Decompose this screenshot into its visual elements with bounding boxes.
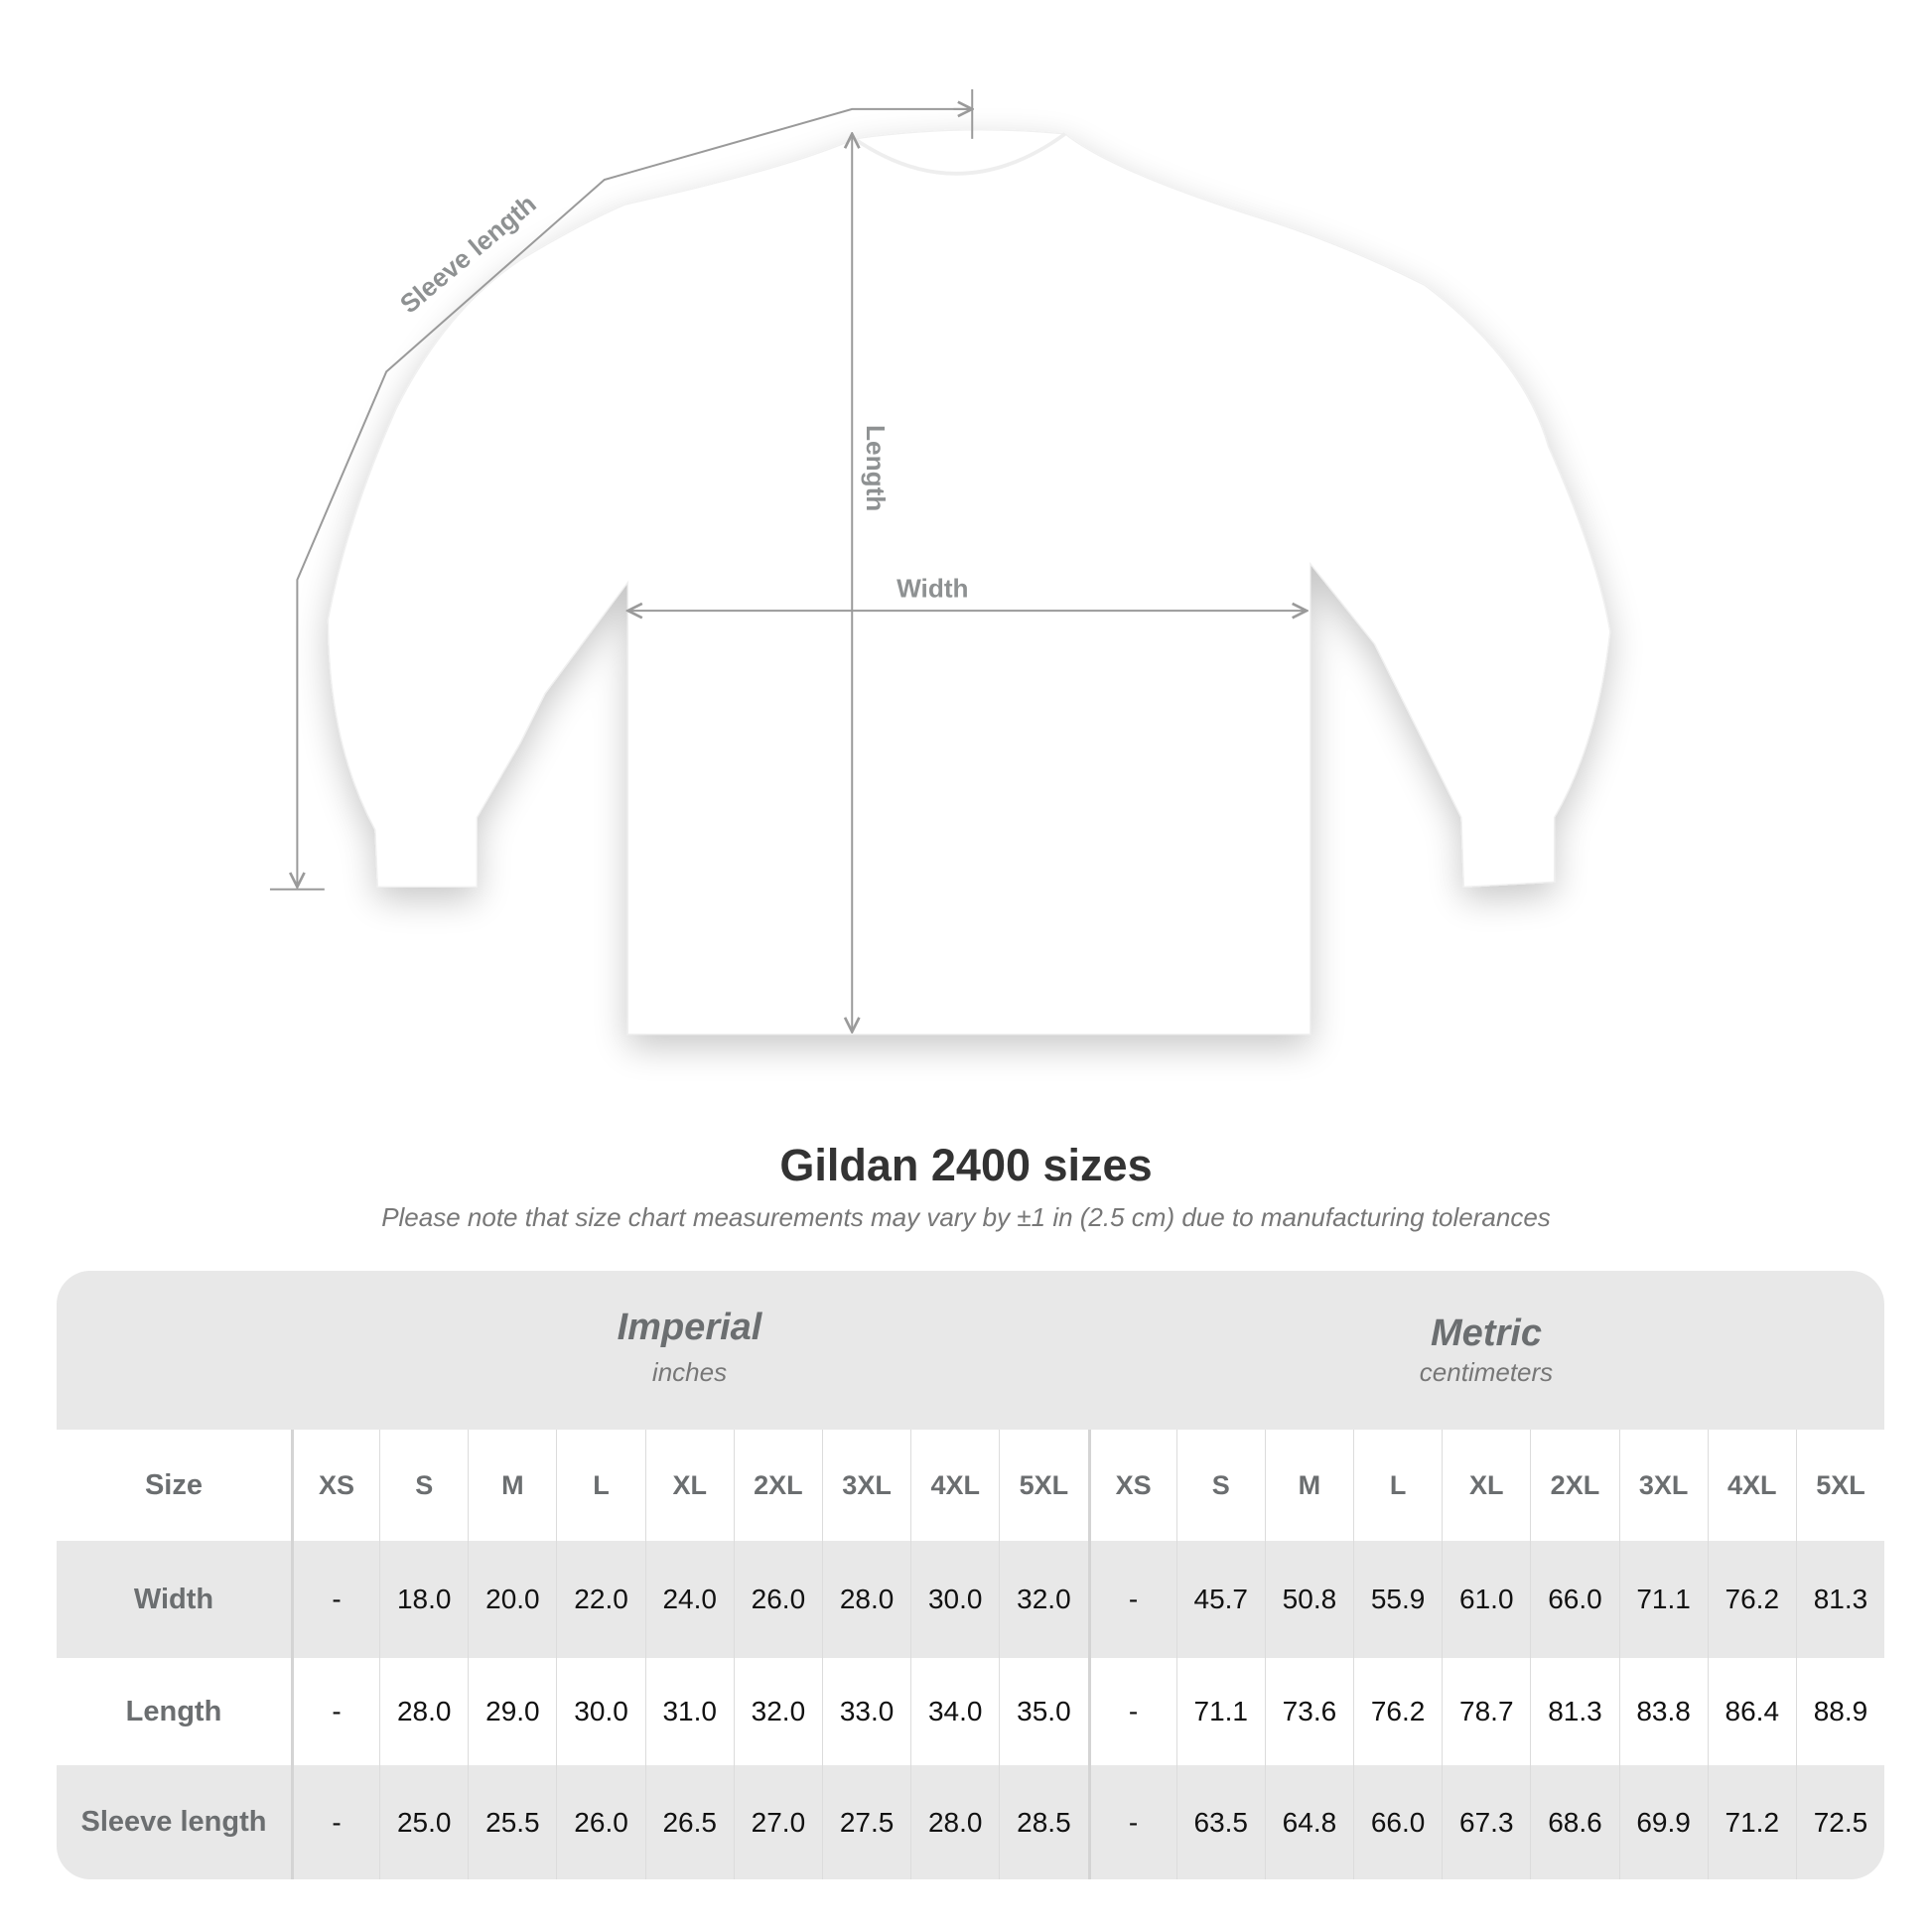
metric-cell: 86.4 [1707, 1658, 1796, 1765]
row-label: Size [144, 1468, 203, 1501]
imperial-cell: S [379, 1430, 468, 1541]
imperial-cell: 30.0 [556, 1658, 644, 1765]
imperial-cell: 26.0 [556, 1765, 644, 1879]
imperial-cell: 28.5 [999, 1765, 1087, 1879]
metric-cell: - [1087, 1658, 1176, 1765]
metric-cell: 81.3 [1795, 1541, 1884, 1658]
imperial-cell: 30.0 [910, 1541, 999, 1658]
metric-cell: XS [1087, 1430, 1176, 1541]
metric-cell: 72.5 [1795, 1765, 1884, 1879]
imperial-cell: - [290, 1658, 379, 1765]
imperial-cell: 25.0 [379, 1765, 468, 1879]
row-label: Length [125, 1695, 222, 1727]
imperial-cell: XS [290, 1430, 379, 1541]
metric-cell: 55.9 [1353, 1541, 1442, 1658]
metric-cell: S [1175, 1430, 1265, 1541]
imperial-cell: 32.0 [999, 1541, 1087, 1658]
metric-cell: 45.7 [1175, 1541, 1265, 1658]
imperial-cell: 3XL [821, 1430, 910, 1541]
metric-cell: 88.9 [1795, 1658, 1884, 1765]
metric-cell: 83.8 [1618, 1658, 1708, 1765]
imperial-cell: 33.0 [821, 1658, 910, 1765]
metric-cell: 50.8 [1264, 1541, 1353, 1658]
imperial-cell: 22.0 [556, 1541, 644, 1658]
imperial-cell: 27.0 [733, 1765, 822, 1879]
metric-cell: 81.3 [1530, 1658, 1618, 1765]
metric-cell: 71.2 [1707, 1765, 1796, 1879]
metric-cell: 68.6 [1530, 1765, 1618, 1879]
metric-cell: 4XL [1707, 1430, 1796, 1541]
sleeve-measure-line [269, 88, 972, 891]
table-row: Length -28.0 29.0 30.0 31.0 32.0 33.0 34.0 35.0-… [57, 1658, 1884, 1765]
metric-unit: centimeters [1419, 1357, 1554, 1387]
imperial-cell: 26.0 [733, 1541, 822, 1658]
imperial-cell: 18.0 [379, 1541, 468, 1658]
metric-cell: 67.3 [1442, 1765, 1530, 1879]
shirt-diagram: Sleeve length Length Width [269, 88, 1611, 1035]
row-label: Sleeve length [80, 1806, 267, 1838]
shirt-shape [327, 129, 1611, 1035]
metric-cell: M [1264, 1430, 1353, 1541]
metric-title: Metric [1431, 1312, 1542, 1354]
imperial-cell: 34.0 [910, 1658, 999, 1765]
metric-cell: L [1353, 1430, 1442, 1541]
imperial-cell: 4XL [910, 1430, 999, 1541]
imperial-cell: 2XL [733, 1430, 822, 1541]
metric-cell: 71.1 [1175, 1658, 1265, 1765]
metric-cell: 69.9 [1618, 1765, 1708, 1879]
metric-cell: 64.8 [1264, 1765, 1353, 1879]
tolerance-note: Please note that size chart measurements… [381, 1202, 1551, 1232]
imperial-cell: 31.0 [644, 1658, 734, 1765]
metric-cell: 66.0 [1530, 1541, 1618, 1658]
metric-cell: 76.2 [1707, 1541, 1796, 1658]
imperial-unit: inches [651, 1357, 728, 1387]
imperial-cell: XL [644, 1430, 734, 1541]
metric-cell: - [1087, 1765, 1176, 1879]
imperial-cell: 24.0 [644, 1541, 734, 1658]
imperial-header: Imperial inches [291, 1271, 1088, 1430]
metric-cell: 61.0 [1442, 1541, 1530, 1658]
imperial-cell: 28.0 [821, 1541, 910, 1658]
metric-cell: 5XL [1795, 1430, 1884, 1541]
imperial-cell: 26.5 [644, 1765, 734, 1879]
imperial-cell: 27.5 [821, 1765, 910, 1879]
length-label: Length [861, 425, 891, 511]
imperial-cell: 20.0 [468, 1541, 556, 1658]
imperial-cell: M [468, 1430, 556, 1541]
imperial-cell: 32.0 [733, 1658, 822, 1765]
metric-cell: XL [1442, 1430, 1530, 1541]
imperial-cell: 35.0 [999, 1658, 1087, 1765]
imperial-cell: 25.5 [468, 1765, 556, 1879]
metric-cell: 78.7 [1442, 1658, 1530, 1765]
table-row: Width -18.0 20.0 22.0 24.0 26.0 28.0 30.0 32.0-4… [57, 1541, 1884, 1658]
imperial-cell: 28.0 [910, 1765, 999, 1879]
metric-cell: 73.6 [1264, 1658, 1353, 1765]
metric-cell: 3XL [1618, 1430, 1708, 1541]
size-header-row: Size XS S M L XL 2XL 3XL 4XL 5XL XS S M L XL 2XL 3XL 4XL 5… [57, 1430, 1884, 1541]
table-row: Sleeve length -25.0 25.5 26.0 26.5 27.0 27.5 28… [57, 1765, 1884, 1879]
page-title: Gildan 2400 sizes [779, 1140, 1153, 1190]
imperial-cell: 5XL [999, 1430, 1087, 1541]
metric-header: Metric centimeters [1088, 1271, 1884, 1430]
size-chart-table: Imperial inches Metric centimeters Size X… [57, 1271, 1884, 1879]
metric-cell: - [1087, 1541, 1176, 1658]
imperial-cell: L [556, 1430, 644, 1541]
metric-cell: 66.0 [1353, 1765, 1442, 1879]
metric-cell: 76.2 [1353, 1658, 1442, 1765]
metric-cell: 71.1 [1618, 1541, 1708, 1658]
imperial-cell: 28.0 [379, 1658, 468, 1765]
metric-cell: 63.5 [1175, 1765, 1265, 1879]
row-label: Width [133, 1583, 214, 1615]
imperial-cell: 29.0 [468, 1658, 556, 1765]
imperial-cell: - [290, 1765, 379, 1879]
imperial-cell: - [290, 1541, 379, 1658]
metric-cell: 2XL [1530, 1430, 1618, 1541]
width-label: Width [897, 573, 968, 603]
imperial-title: Imperial [617, 1307, 762, 1348]
